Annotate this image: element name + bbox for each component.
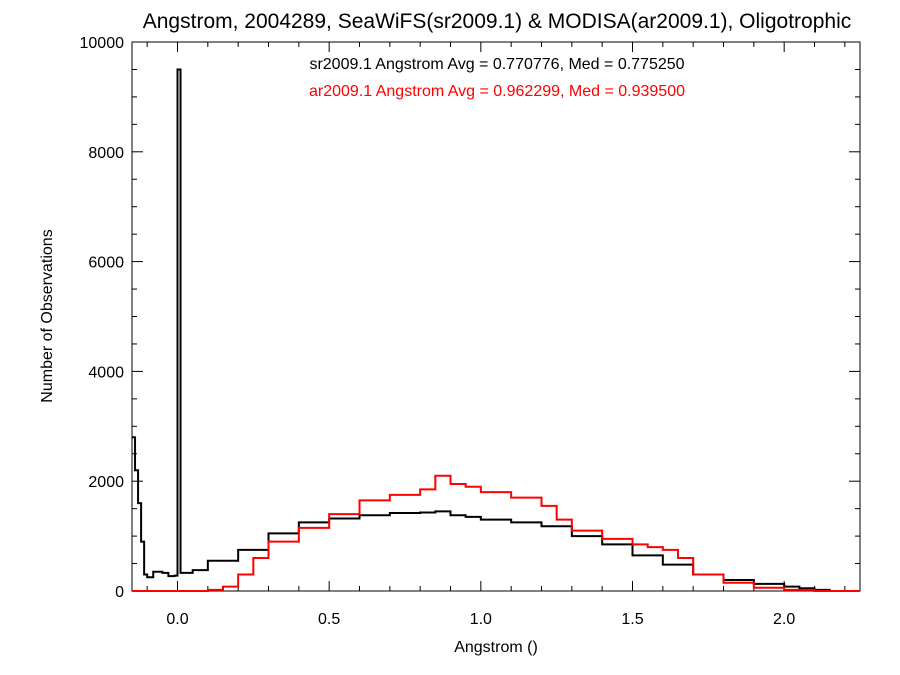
chart-title: Angstrom, 2004289, SeaWiFS(sr2009.1) & M… xyxy=(143,10,851,33)
annotation-ar2009: ar2009.1 Angstrom Avg = 0.962299, Med = … xyxy=(309,83,685,100)
x-axis: 0.0 0.5 1.0 1.5 2.0 xyxy=(146,42,846,628)
x-axis-label: Angstrom () xyxy=(454,639,538,656)
y-tick-label: 6000 xyxy=(88,255,124,272)
x-tick-label: 1.0 xyxy=(470,611,492,628)
y-tick-label: 4000 xyxy=(88,364,124,381)
x-tick-label: 1.5 xyxy=(621,611,643,628)
series-sr2009-line xyxy=(132,68,860,592)
y-tick-label: 2000 xyxy=(88,474,124,491)
y-tick-label: 10000 xyxy=(80,35,125,52)
y-axis-label: Number of Observations xyxy=(39,229,56,402)
annotation-sr2009: sr2009.1 Angstrom Avg = 0.770776, Med = … xyxy=(309,56,684,73)
x-tick-label: 2.0 xyxy=(773,611,795,628)
y-axis: 0 2000 4000 6000 8000 10000 xyxy=(80,35,860,601)
y-tick-label: 8000 xyxy=(88,145,124,162)
x-tick-label: 0.0 xyxy=(166,611,188,628)
plot-frame xyxy=(131,41,861,592)
y-tick-label: 0 xyxy=(115,584,124,601)
series-layer xyxy=(132,68,860,592)
x-tick-label: 0.5 xyxy=(318,611,340,628)
series-ar2009-line xyxy=(132,474,860,592)
